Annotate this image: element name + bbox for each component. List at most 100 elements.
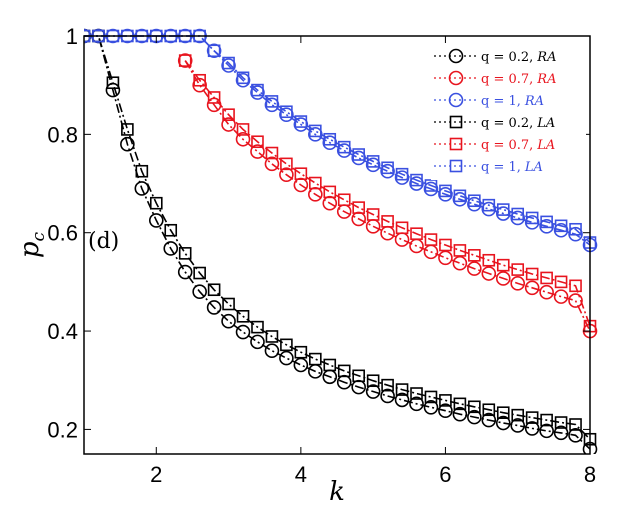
data-point-q-0-7-la — [366, 208, 380, 221]
legend: q = 0.2, RAq = 0.7, RAq = 1, RAq = 0.2, LAq … — [431, 44, 586, 180]
data-point-q-1-ra — [438, 187, 453, 202]
data-point-q-0-2-la — [468, 400, 481, 414]
data-point-q-0-7-ra — [568, 293, 583, 308]
data-point-q-0-2-la — [540, 413, 553, 427]
data-point-q-0-2-ra — [264, 343, 280, 359]
legend-entry-label: q = 0.2, LA — [481, 116, 555, 131]
data-point-q-1-ra — [250, 85, 265, 100]
y-axis-title-main: p — [15, 241, 45, 258]
data-point-q-0-2-ra — [467, 409, 482, 425]
data-point-q-0-2-ra — [438, 403, 453, 419]
data-point-q-0-2-ra — [221, 313, 236, 329]
legend-entry-model: RA — [524, 94, 544, 109]
data-point-q-0-2-ra — [192, 284, 207, 300]
data-point-q-0-2-la — [554, 416, 568, 429]
y-axis-title: pc — [15, 231, 49, 258]
data-point-q-0-7-la — [554, 275, 568, 289]
data-point-q-1-la — [525, 211, 539, 225]
data-point-q-1-la — [569, 222, 582, 236]
series-line-q-1-ra — [84, 35, 591, 246]
data-point-q-0-7-la — [352, 201, 365, 214]
data-point-q-0-7-ra — [250, 144, 265, 159]
data-point-q-1-ra — [510, 210, 526, 226]
data-point-q-0-2-la — [381, 378, 394, 392]
y-tick-label: 0.2 — [47, 417, 78, 442]
legend-entry-q: q = 1, — [481, 160, 521, 175]
y-axis-title-subscript: c — [29, 231, 49, 241]
legend-entry-q: q = 0.7, — [481, 72, 533, 87]
data-point-q-0-7-la — [525, 267, 539, 281]
data-point-q-0-2-ra — [568, 428, 583, 443]
data-point-q-0-2-ra — [235, 324, 251, 340]
data-point-q-1-la — [395, 167, 409, 181]
data-point-q-0-7-la — [309, 176, 322, 190]
data-point-q-0-2-la — [482, 403, 496, 417]
data-point-q-1-la — [337, 140, 351, 154]
data-point-q-0-7-la — [410, 227, 423, 240]
data-point-q-0-2-ra — [250, 334, 265, 350]
data-point-q-0-7-la — [496, 258, 510, 272]
data-point-q-0-7-la — [540, 271, 553, 285]
data-point-q-0-2-la — [135, 164, 149, 178]
series-line-q-0-2-la — [84, 35, 591, 440]
data-point-q-1-ra — [409, 176, 424, 191]
data-point-q-1-ra — [467, 196, 482, 212]
data-point-q-1-ra — [380, 163, 395, 179]
data-point-q-0-7-ra — [467, 261, 482, 276]
data-point-q-1-la — [424, 179, 438, 192]
data-point-q-0-7-ra — [539, 284, 554, 300]
data-point-q-0-7-la — [280, 157, 293, 171]
data-point-q-1-la — [236, 71, 250, 85]
data-point-q-0-2-ra — [510, 418, 526, 433]
data-point-q-1-la — [309, 124, 322, 138]
data-point-q-1-ra — [206, 43, 222, 59]
data-point-q-0-2-la — [121, 123, 134, 136]
data-point-q-1-la — [352, 148, 365, 161]
data-point-q-0-7-ra — [553, 289, 569, 304]
series-layer — [84, 28, 598, 454]
ticks-layer: 2 4 6 8 0.2 0.4 0.6 0.8 1 — [47, 24, 596, 487]
data-point-q-0-2-ra — [163, 241, 179, 256]
legend-marker — [449, 115, 463, 129]
data-point-q-0-7-ra — [264, 156, 280, 172]
data-point-q-0-7-ra — [177, 53, 193, 68]
data-point-q-0-2-la — [193, 266, 206, 280]
data-point-q-0-2-ra — [293, 357, 309, 373]
data-point-q-0-2-ra — [206, 300, 222, 315]
data-point-q-0-7-la — [482, 253, 496, 267]
data-point-q-0-2-ra — [495, 415, 511, 431]
data-point-q-0-2-la — [453, 397, 467, 411]
y-tick-label: 0.4 — [47, 319, 78, 344]
data-point-q-0-2-la — [309, 352, 322, 366]
data-point-q-0-2-la — [280, 338, 293, 352]
data-point-q-1-ra — [235, 72, 251, 88]
data-point-q-1-ra — [264, 97, 280, 113]
data-point-q-0-7-la — [222, 108, 235, 121]
x-tick-label: 2 — [150, 462, 162, 487]
data-point-q-0-2-la — [323, 358, 337, 372]
legend-marker — [449, 159, 463, 173]
data-point-q-0-7-ra — [394, 232, 410, 247]
legend-marker — [448, 48, 464, 64]
data-point-q-1-la — [511, 207, 525, 221]
y-tick-label: 0.8 — [47, 122, 78, 147]
data-point-q-0-7-ra — [438, 250, 453, 266]
data-point-q-0-7-ra — [524, 280, 540, 296]
data-point-q-0-7-ra — [221, 117, 236, 132]
data-point-q-0-2-la — [236, 310, 250, 323]
data-point-q-0-2-la — [352, 369, 365, 383]
legend-entry-q: q = 0.2, — [481, 50, 533, 65]
data-point-q-1-la — [453, 189, 467, 203]
legend-entry-label: q = 1, RA — [481, 94, 544, 109]
data-point-q-1-ra — [568, 226, 583, 242]
data-point-q-1-la — [554, 219, 568, 233]
data-point-q-0-7-la — [453, 244, 467, 257]
legend-entry-model: LA — [536, 116, 555, 131]
data-point-q-1-ra — [365, 157, 381, 173]
data-point-q-0-2-ra — [423, 399, 439, 415]
data-point-q-0-2-ra — [134, 181, 150, 196]
legend-entry-model: RA — [536, 50, 556, 65]
data-point-q-1-ra — [221, 58, 236, 73]
data-point-q-0-2-la — [525, 411, 539, 424]
data-point-q-0-7-la — [265, 146, 279, 160]
